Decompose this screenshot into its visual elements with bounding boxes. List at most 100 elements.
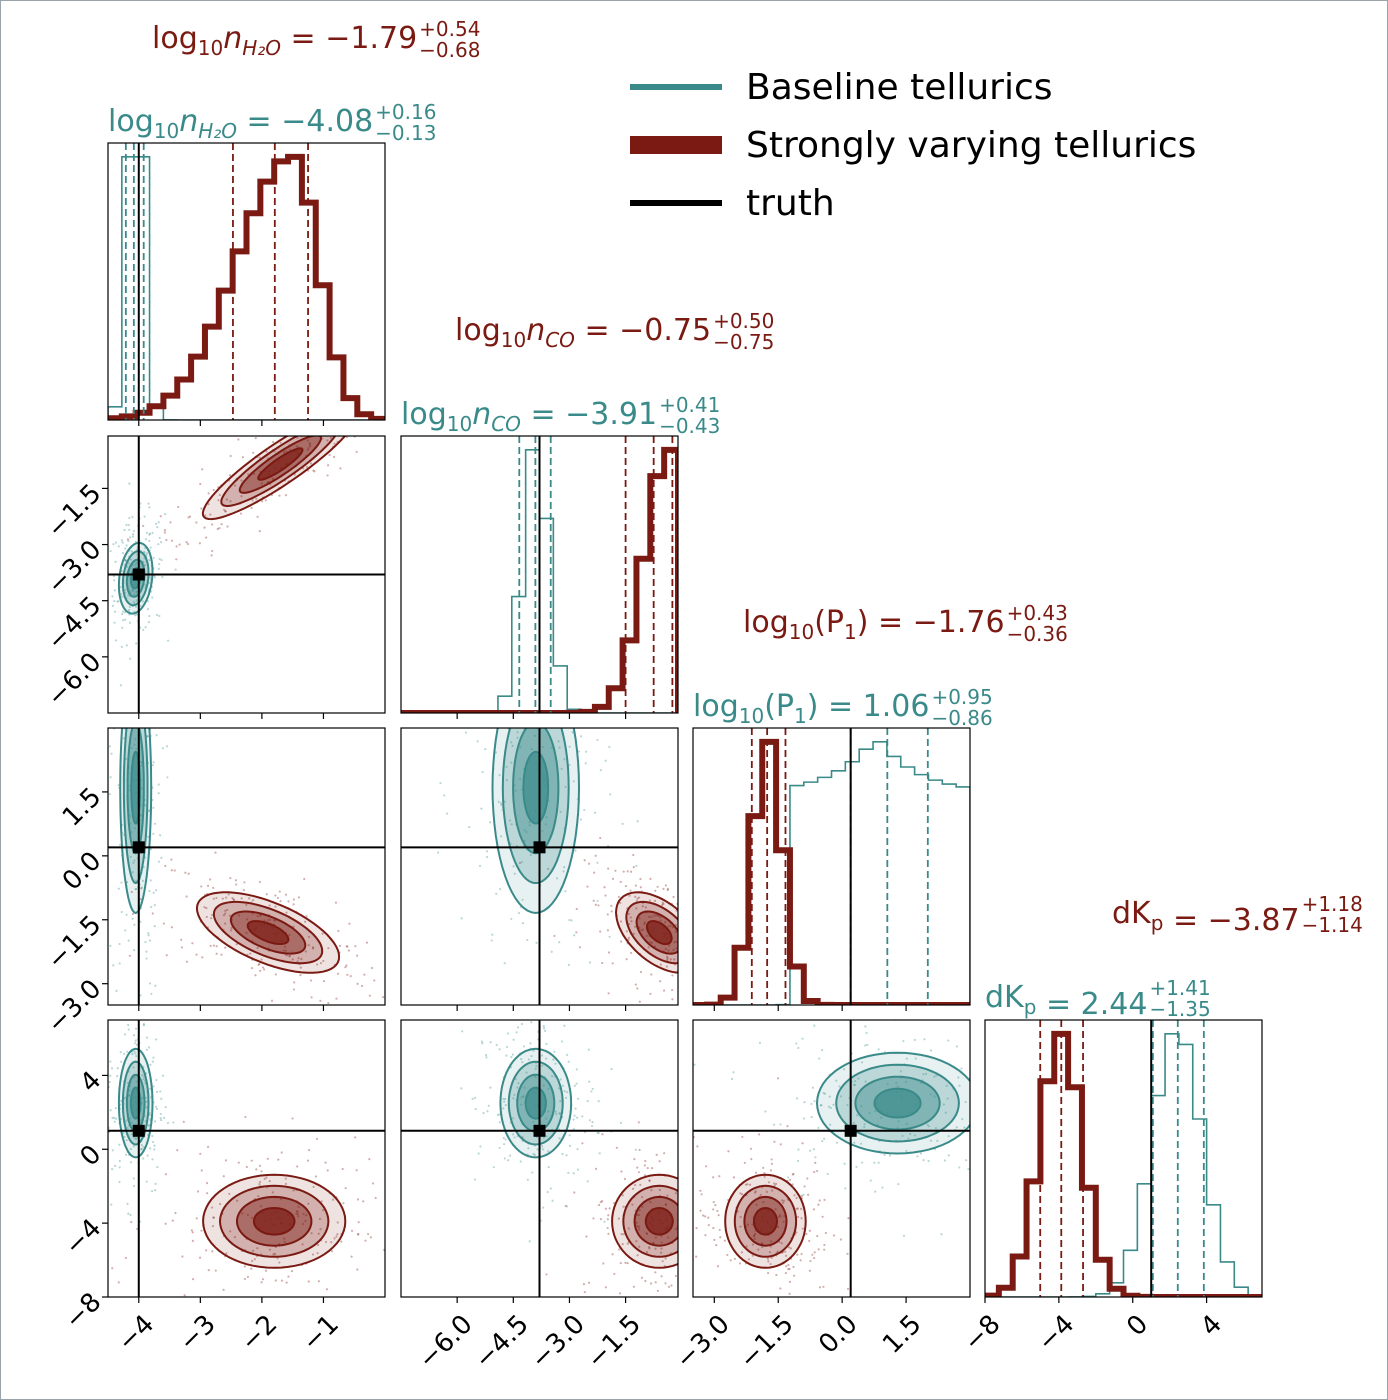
sample-point-strong — [648, 1179, 651, 1182]
sample-point-baseline — [1068, 1105, 1070, 1107]
sample-point-strong — [743, 999, 745, 1001]
sample-point-strong — [387, 1293, 389, 1295]
sample-point-baseline — [534, 1067, 537, 1070]
sample-point-strong — [224, 922, 227, 925]
sample-point-strong — [700, 996, 702, 998]
sample-point-strong — [418, 358, 420, 360]
sample-point-baseline — [116, 676, 118, 678]
sample-point-strong — [310, 996, 313, 999]
sample-point-baseline — [166, 1121, 170, 1125]
sample-point-strong — [755, 941, 757, 943]
sample-point-strong — [719, 961, 721, 963]
sample-point-baseline — [944, 1111, 947, 1114]
sample-point-strong — [290, 1270, 294, 1273]
sample-point-baseline — [142, 1024, 145, 1027]
sample-point-baseline — [109, 550, 112, 553]
sample-point-strong — [333, 1237, 336, 1240]
sample-point-strong — [305, 915, 308, 918]
sample-point-baseline — [558, 1137, 561, 1140]
sample-point-baseline — [505, 699, 507, 701]
sample-point-strong — [352, 408, 354, 410]
sample-point-baseline — [609, 793, 612, 796]
sample-point-baseline — [995, 1142, 997, 1144]
sample-point-strong — [247, 473, 250, 476]
sample-point-baseline — [797, 1046, 800, 1050]
sample-point-strong — [679, 1217, 681, 1219]
sample-point-strong — [198, 1256, 202, 1259]
sample-point-baseline — [573, 934, 576, 937]
sample-point-strong — [637, 896, 641, 899]
sample-point-strong — [224, 1159, 228, 1162]
sample-point-strong — [581, 1142, 584, 1145]
sample-point-strong — [346, 416, 348, 418]
sample-point-strong — [624, 1261, 627, 1264]
sample-point-strong — [287, 1275, 290, 1278]
sample-point-baseline — [153, 903, 156, 907]
sample-point-strong — [312, 469, 315, 472]
sample-point-baseline — [904, 1080, 908, 1083]
sample-point-strong — [261, 1278, 265, 1281]
sample-point-strong — [170, 926, 173, 929]
sample-point-strong — [795, 1207, 798, 1210]
sample-point-strong — [276, 896, 279, 900]
sample-point-baseline — [531, 1171, 534, 1174]
sample-point-strong — [232, 898, 235, 901]
sample-point-baseline — [863, 1123, 866, 1126]
sample-point-baseline — [460, 1087, 463, 1090]
sample-point-strong — [772, 1182, 776, 1185]
title-var: (P — [764, 689, 794, 724]
sample-point-baseline — [150, 905, 153, 909]
sample-point-baseline — [151, 1158, 154, 1161]
sample-point-baseline — [866, 996, 868, 998]
title-minus: −0.68 — [419, 38, 480, 62]
sample-point-baseline — [471, 1097, 474, 1100]
sample-point-strong — [763, 1171, 766, 1175]
sample-point-strong — [634, 983, 637, 986]
sample-point-baseline — [133, 743, 136, 746]
sample-point-baseline — [933, 1095, 936, 1098]
sample-point-baseline — [927, 1125, 930, 1128]
sample-point-strong — [362, 1200, 365, 1203]
sample-point-strong — [818, 1199, 821, 1202]
x-tick-label: 1.5 — [877, 1309, 927, 1359]
sample-point-baseline — [524, 690, 526, 692]
sample-point-strong — [711, 1200, 713, 1202]
title-minus: −0.43 — [659, 414, 720, 438]
sample-point-strong — [684, 1235, 686, 1237]
sample-point-baseline — [499, 802, 503, 805]
sample-point-strong — [620, 1233, 623, 1236]
sample-point-baseline — [519, 1103, 523, 1106]
sample-point-strong — [287, 900, 290, 903]
sample-point-baseline — [516, 736, 519, 739]
sample-point-strong — [369, 1236, 373, 1239]
y-tick-label: −3.0 — [42, 974, 108, 1040]
sample-point-strong — [679, 933, 681, 935]
sample-point-strong — [309, 445, 312, 448]
sample-point-strong — [640, 929, 643, 932]
sample-point-baseline — [114, 1164, 117, 1168]
sample-point-strong — [639, 886, 642, 889]
sample-point-strong — [235, 883, 238, 886]
sample-point-baseline — [864, 1080, 867, 1083]
sample-point-strong — [660, 1241, 663, 1244]
panel-border — [984, 1019, 1263, 1298]
sample-point-baseline — [153, 822, 157, 825]
sample-point-baseline — [133, 859, 136, 862]
sample-point-strong — [258, 880, 261, 884]
sample-point-strong — [635, 1221, 638, 1224]
sample-point-strong — [379, 368, 381, 370]
sample-point-strong — [405, 388, 407, 390]
sample-point-baseline — [108, 1080, 111, 1084]
sample-point-strong — [721, 951, 723, 953]
sample-point-baseline — [114, 1107, 117, 1110]
sample-point-baseline — [504, 1097, 507, 1101]
sample-point-strong — [210, 917, 213, 920]
panel-border — [107, 435, 386, 714]
sample-point-strong — [420, 385, 422, 387]
sample-point-strong — [839, 1238, 842, 1241]
sample-point-strong — [274, 973, 277, 976]
sample-point-strong — [622, 870, 625, 873]
sample-point-baseline — [125, 523, 128, 526]
sample-point-strong — [727, 1150, 730, 1153]
sample-point-baseline — [154, 522, 158, 525]
